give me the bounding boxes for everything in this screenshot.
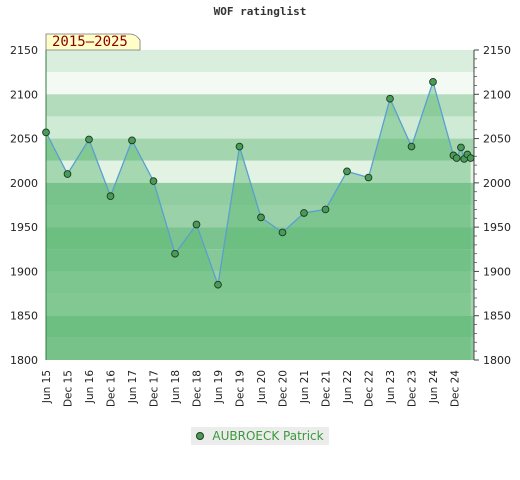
band <box>46 293 474 316</box>
data-point <box>257 213 265 222</box>
band <box>46 182 474 205</box>
data-point <box>42 128 50 137</box>
band <box>46 72 474 95</box>
y-tick-label-left: 2100 <box>10 88 38 101</box>
data-point <box>457 143 465 152</box>
y-tick-label-left: 1800 <box>10 354 38 367</box>
y-tick-label-right: 2150 <box>483 44 511 57</box>
band <box>46 337 474 360</box>
y-tick-label-right: 1800 <box>483 354 511 367</box>
legend-label: AUBROECK Patrick <box>212 429 324 443</box>
chart-title: WOF ratinglist <box>213 5 307 18</box>
data-point <box>364 173 373 182</box>
band <box>46 116 474 139</box>
y-tick-label-right: 2000 <box>483 177 511 190</box>
x-tick-label: Jun 22 <box>342 370 354 404</box>
data-point <box>85 135 93 144</box>
band <box>46 315 474 338</box>
data-point <box>171 249 179 258</box>
y-tick-label-right: 2050 <box>483 133 511 146</box>
data-point <box>128 136 136 145</box>
y-tick-label-left: 1900 <box>10 265 38 278</box>
data-point <box>106 192 115 200</box>
x-tick-label: Dec 16 <box>106 370 118 407</box>
data-point <box>192 220 201 229</box>
y-tick-label-left: 2000 <box>10 177 38 190</box>
x-tick-label: Jun 20 <box>256 370 268 404</box>
y-tick-label-left: 2050 <box>10 133 38 146</box>
data-point <box>321 205 330 214</box>
legend: AUBROECK Patrick <box>191 427 329 445</box>
data-point <box>300 209 308 217</box>
x-tick-label: Jun 16 <box>84 370 96 404</box>
data-point <box>278 228 287 237</box>
period-badge-text: 2015–2025 <box>52 34 128 50</box>
x-tick-label: Jun 18 <box>170 370 182 404</box>
period-badge: 2015–2025 <box>45 33 141 51</box>
band <box>46 50 474 73</box>
data-point <box>149 177 158 185</box>
band <box>46 94 474 117</box>
x-tick-label: Jun 21 <box>299 370 311 404</box>
data-point <box>235 142 244 151</box>
series-points <box>42 78 475 289</box>
band <box>46 227 474 250</box>
x-tick-label: Jun 23 <box>385 370 397 404</box>
x-tick-label: Jun 19 <box>213 370 225 404</box>
y-tick-label-left: 2150 <box>10 44 38 57</box>
x-tick-label: Dec 15 <box>63 370 75 407</box>
x-tick-label: Dec 20 <box>278 370 290 407</box>
x-tick-label: Dec 22 <box>364 370 376 407</box>
data-point <box>214 280 222 289</box>
x-tick-label: Dec 23 <box>407 370 419 407</box>
x-ticks: Jun 15 Dec 15 Jun 16 Dec 16 Jun 17 Dec 17 Jun … <box>41 370 462 407</box>
y-tick-label-right: 2100 <box>483 88 511 101</box>
right-minor-ticks <box>474 58 477 352</box>
data-point <box>343 167 351 176</box>
legend-marker <box>196 432 205 440</box>
series-area <box>46 81 471 360</box>
x-tick-label: Jun 24 <box>428 370 440 404</box>
data-point <box>407 142 416 151</box>
x-tick-label: Jun 17 <box>127 370 139 404</box>
band <box>46 249 474 272</box>
data-point <box>386 94 394 103</box>
x-tick-label: Jun 15 <box>41 370 53 404</box>
y-tick-label-left: 1950 <box>10 221 38 234</box>
band <box>46 138 474 161</box>
data-point <box>466 154 475 162</box>
x-tick-label: Dec 19 <box>235 370 247 407</box>
data-point <box>63 170 72 178</box>
y-tick-label-right: 1850 <box>483 310 511 323</box>
x-tick-label: Dec 17 <box>149 370 161 407</box>
data-point <box>429 78 437 86</box>
x-tick-label: Dec 18 <box>192 370 204 407</box>
data-point <box>452 154 461 162</box>
band <box>46 271 474 294</box>
y-ticks: 1800 1800 1850 1850 1900 1900 1950 1950 2000 2000… <box>10 44 511 367</box>
x-tick-label: Dec 21 <box>321 370 333 407</box>
y-tick-label-left: 1850 <box>10 310 38 323</box>
y-tick-label-right: 1900 <box>483 265 511 278</box>
x-tick-label: Dec 24 <box>450 370 462 407</box>
y-tick-label-right: 1950 <box>483 221 511 234</box>
